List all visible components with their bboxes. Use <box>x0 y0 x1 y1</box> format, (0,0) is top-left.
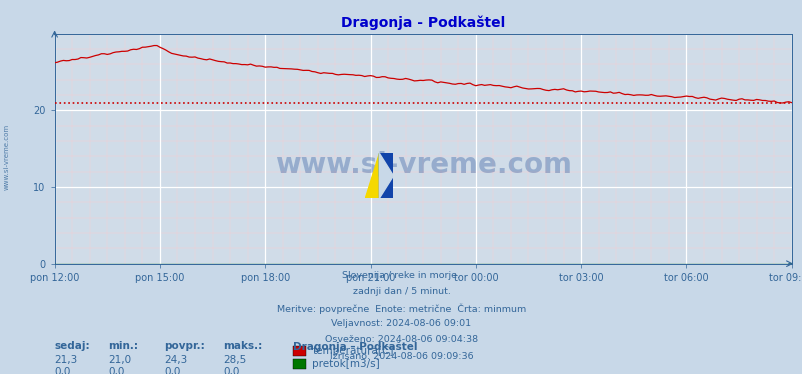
Text: www.si-vreme.com: www.si-vreme.com <box>3 124 10 190</box>
Title: Dragonja - Podkaštel: Dragonja - Podkaštel <box>341 15 504 30</box>
Text: Osveženo: 2024-08-06 09:04:38: Osveženo: 2024-08-06 09:04:38 <box>325 335 477 344</box>
Text: min.:: min.: <box>108 341 138 351</box>
Text: povpr.:: povpr.: <box>164 341 205 351</box>
Text: 0,0: 0,0 <box>55 367 71 374</box>
Text: Veljavnost: 2024-08-06 09:01: Veljavnost: 2024-08-06 09:01 <box>331 319 471 328</box>
Polygon shape <box>379 153 386 176</box>
Text: 0,0: 0,0 <box>223 367 239 374</box>
Text: maks.:: maks.: <box>223 341 262 351</box>
Text: sedaj:: sedaj: <box>55 341 90 351</box>
Polygon shape <box>379 153 393 198</box>
Text: 0,0: 0,0 <box>108 367 124 374</box>
Text: pretok[m3/s]: pretok[m3/s] <box>312 359 379 369</box>
Text: Dragonja – Podkaštel: Dragonja – Podkaštel <box>293 341 417 352</box>
Text: www.si-vreme.com: www.si-vreme.com <box>274 151 571 179</box>
Text: 24,3: 24,3 <box>164 355 188 365</box>
Polygon shape <box>365 153 379 198</box>
Text: 21,3: 21,3 <box>55 355 78 365</box>
Text: 0,0: 0,0 <box>164 367 180 374</box>
Text: temperatura[C]: temperatura[C] <box>312 346 393 356</box>
Text: 28,5: 28,5 <box>223 355 246 365</box>
Text: zadnji dan / 5 minut.: zadnji dan / 5 minut. <box>352 287 450 296</box>
Text: Izrisano: 2024-08-06 09:09:36: Izrisano: 2024-08-06 09:09:36 <box>330 352 472 361</box>
Text: 21,0: 21,0 <box>108 355 132 365</box>
Text: Meritve: povprečne  Enote: metrične  Črta: minmum: Meritve: povprečne Enote: metrične Črta:… <box>277 303 525 314</box>
Text: Slovenija / reke in morje.: Slovenija / reke in morje. <box>342 271 460 280</box>
Polygon shape <box>379 153 393 198</box>
